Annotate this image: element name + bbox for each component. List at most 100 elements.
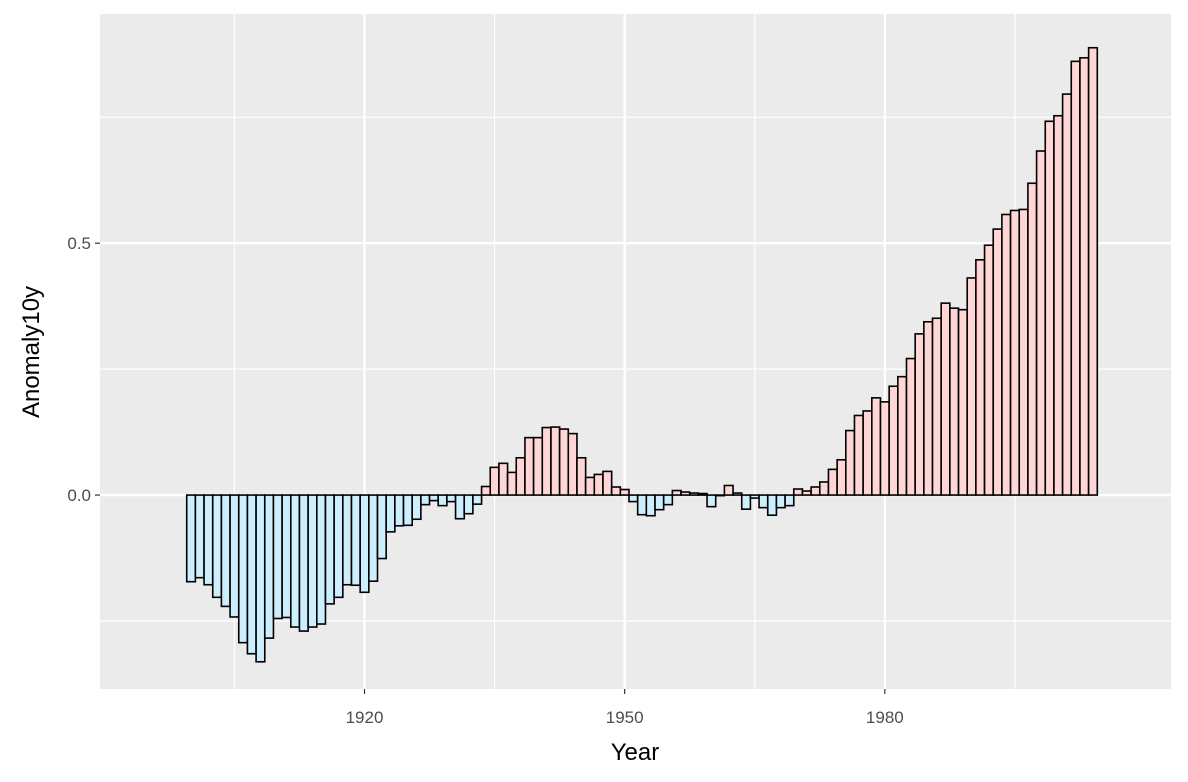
bar-1949 bbox=[610, 486, 622, 496]
bar-1971 bbox=[801, 490, 812, 496]
bar-1974 bbox=[827, 468, 838, 496]
y-tick-label: 0.0 bbox=[67, 486, 91, 505]
bar-2000 bbox=[1053, 114, 1064, 496]
bar-1973 bbox=[818, 481, 830, 496]
bar-1903 bbox=[211, 494, 223, 599]
bar-1998 bbox=[1035, 150, 1047, 496]
x-axis-ticks: 1920 1950 1980 bbox=[346, 689, 904, 727]
bar-1916 bbox=[324, 494, 335, 605]
bar-1954 bbox=[654, 494, 665, 511]
bar-1955 bbox=[662, 494, 674, 506]
bar-1902 bbox=[203, 494, 214, 586]
bar-1942 bbox=[550, 426, 561, 496]
bar-1914 bbox=[307, 494, 318, 628]
bar-2003 bbox=[1079, 57, 1090, 496]
bar-1996 bbox=[1018, 208, 1029, 496]
bar-1961 bbox=[714, 494, 726, 497]
bar-1983 bbox=[905, 357, 916, 496]
x-axis-title: Year bbox=[611, 739, 660, 766]
bar-1980 bbox=[879, 401, 890, 496]
bar-1975 bbox=[836, 459, 847, 496]
y-axis-title: Anomaly10y bbox=[18, 286, 45, 418]
bar-1993 bbox=[992, 228, 1003, 496]
bar-1927 bbox=[420, 494, 431, 506]
bar-1907 bbox=[246, 494, 257, 655]
bar-1901 bbox=[194, 494, 205, 579]
bar-1929 bbox=[437, 494, 448, 507]
bars-group bbox=[185, 46, 1099, 663]
bar-1992 bbox=[983, 244, 995, 496]
bar-1915 bbox=[316, 494, 327, 625]
bar-2001 bbox=[1061, 93, 1073, 496]
bar-1969 bbox=[784, 494, 795, 507]
bar-1999 bbox=[1044, 120, 1055, 496]
bar-1924 bbox=[394, 494, 405, 527]
bar-1997 bbox=[1027, 182, 1038, 496]
bar-1922 bbox=[376, 494, 387, 560]
bar-1943 bbox=[558, 428, 570, 496]
bar-1946 bbox=[584, 476, 596, 496]
bar-1926 bbox=[411, 494, 422, 521]
bar-1948 bbox=[602, 470, 613, 496]
bar-1994 bbox=[1001, 213, 1012, 496]
bar-1957 bbox=[680, 491, 691, 496]
bar-1984 bbox=[914, 333, 925, 496]
bar-1965 bbox=[749, 494, 760, 499]
bar-1989 bbox=[957, 308, 969, 496]
x-tick-label: 1950 bbox=[606, 708, 644, 727]
bar-1978 bbox=[862, 410, 873, 496]
bar-2004 bbox=[1087, 46, 1099, 496]
bar-1953 bbox=[645, 494, 656, 517]
bar-1928 bbox=[428, 494, 440, 502]
bar-1962 bbox=[723, 484, 734, 496]
bar-1925 bbox=[402, 494, 413, 527]
bar-1945 bbox=[576, 456, 587, 496]
bar-1932 bbox=[463, 494, 474, 515]
bar-1985 bbox=[923, 320, 934, 496]
bar-1941 bbox=[541, 426, 552, 496]
bar-1940 bbox=[532, 436, 544, 496]
bar-1963 bbox=[732, 492, 743, 496]
bar-1918 bbox=[342, 494, 353, 586]
bar-1905 bbox=[229, 494, 240, 618]
bar-1951 bbox=[628, 494, 639, 503]
bar-1976 bbox=[844, 429, 856, 496]
bar-1910 bbox=[272, 494, 283, 620]
bar-1956 bbox=[671, 489, 682, 496]
bar-1920 bbox=[359, 494, 370, 594]
x-tick-label: 1920 bbox=[346, 708, 384, 727]
bar-1938 bbox=[515, 456, 526, 496]
bar-1958 bbox=[688, 492, 700, 496]
bar-1936 bbox=[498, 462, 509, 496]
bar-1917 bbox=[333, 494, 344, 599]
bar-1912 bbox=[289, 494, 301, 628]
bar-1935 bbox=[489, 466, 500, 496]
bar-1947 bbox=[593, 473, 604, 496]
bar-1939 bbox=[524, 436, 535, 496]
bar-1966 bbox=[758, 494, 769, 509]
bar-1982 bbox=[897, 375, 908, 496]
bar-1991 bbox=[975, 259, 986, 496]
y-tick-label: 0.5 bbox=[67, 234, 91, 253]
bar-1981 bbox=[888, 385, 899, 496]
bar-1987 bbox=[940, 302, 951, 496]
bar-1921 bbox=[368, 494, 379, 583]
bar-1930 bbox=[446, 494, 457, 503]
bar-1995 bbox=[1009, 209, 1021, 496]
bar-1937 bbox=[506, 471, 518, 496]
bar-1968 bbox=[775, 494, 786, 509]
bar-1923 bbox=[385, 494, 396, 533]
bar-1964 bbox=[740, 494, 752, 510]
bar-1952 bbox=[636, 494, 648, 516]
bar-1979 bbox=[871, 397, 882, 496]
bar-1908 bbox=[255, 494, 266, 663]
bar-1934 bbox=[480, 485, 492, 496]
bar-1911 bbox=[281, 494, 292, 619]
bar-1986 bbox=[931, 317, 942, 496]
bar-1904 bbox=[220, 494, 231, 608]
bar-1944 bbox=[567, 432, 578, 496]
bar-2002 bbox=[1070, 60, 1081, 496]
bar-1960 bbox=[706, 494, 717, 508]
bar-1909 bbox=[263, 494, 275, 639]
